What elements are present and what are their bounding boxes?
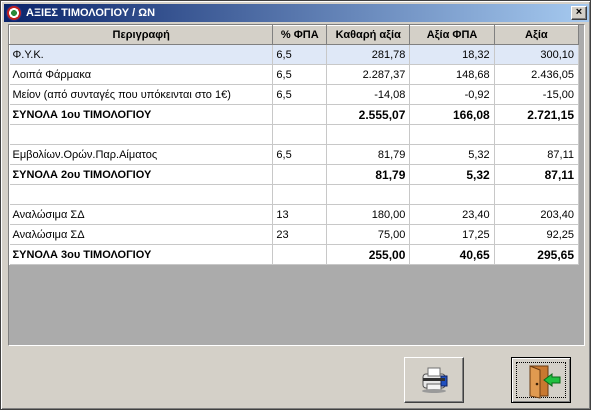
cell-vat-amount[interactable]: 23,40: [409, 204, 495, 225]
total-row[interactable]: ΣΥΝΟΛΑ 2ου ΤΙΜΟΛΟΓΙΟΥ 81,79 5,32 87,11: [9, 164, 580, 185]
cell-description[interactable]: ΣΥΝΟΛΑ 2ου ΤΙΜΟΛΟΓΙΟΥ: [9, 164, 274, 185]
cell-vat-percent[interactable]: 6,5: [272, 44, 328, 65]
cell-vat-amount[interactable]: 166,08: [409, 104, 495, 125]
cell-vat-amount[interactable]: 18,32: [409, 44, 495, 65]
table-row[interactable]: Φ.Υ.Κ. 6,5 281,78 18,32 300,10: [9, 44, 580, 65]
cell-net-value[interactable]: 180,00: [326, 204, 411, 225]
cell-vat-percent[interactable]: 13: [272, 204, 328, 225]
cell-vat-amount[interactable]: [409, 184, 495, 205]
table-row[interactable]: Λοιπά Φάρμακα 6,5 2.287,37 148,68 2.436,05: [9, 64, 580, 85]
cell-value[interactable]: 295,65: [494, 244, 580, 265]
cell-description[interactable]: Εμβολίων.Ορών.Παρ.Αίματος: [9, 144, 274, 165]
cell-vat-percent[interactable]: 6,5: [272, 144, 328, 165]
cell-net-value[interactable]: 255,00: [326, 244, 411, 265]
total-row[interactable]: ΣΥΝΟΛΑ 3ου ΤΙΜΟΛΟΓΙΟΥ 255,00 40,65 295,65: [9, 244, 580, 265]
cell-value[interactable]: [494, 124, 580, 145]
table-row[interactable]: [9, 184, 580, 205]
cell-description[interactable]: Φ.Υ.Κ.: [9, 44, 274, 65]
column-header-value[interactable]: Αξία: [493, 25, 580, 45]
cell-vat-amount[interactable]: 5,32: [409, 144, 495, 165]
cell-vat-percent[interactable]: [272, 164, 328, 185]
column-header-net-value[interactable]: Καθαρή αξία: [326, 25, 411, 45]
cell-description[interactable]: ΣΥΝΟΛΑ 3ου ΤΙΜΟΛΟΓΙΟΥ: [9, 244, 274, 265]
window-title: ΑΞΙΕΣ ΤΙΜΟΛΟΓΙΟΥ / ΩΝ: [26, 7, 156, 19]
cell-net-value[interactable]: 2.287,37: [326, 64, 411, 85]
cell-vat-percent[interactable]: [272, 104, 328, 125]
cell-vat-percent[interactable]: 23: [272, 224, 328, 245]
close-button[interactable]: ×: [571, 6, 587, 20]
cell-vat-amount[interactable]: -0,92: [409, 84, 495, 105]
cell-net-value[interactable]: [326, 124, 411, 145]
cell-vat-percent[interactable]: 6,5: [272, 64, 328, 85]
printer-icon: [422, 367, 448, 393]
app-logo-icon: [6, 5, 22, 21]
table-row[interactable]: Εμβολίων.Ορών.Παρ.Αίματος 6,5 81,79 5,32 87,…: [9, 144, 580, 165]
cell-value[interactable]: [494, 184, 580, 205]
cell-net-value[interactable]: 281,78: [326, 44, 411, 65]
cell-description[interactable]: Αναλώσιμα ΣΔ: [9, 204, 274, 225]
cell-value[interactable]: 87,11: [494, 144, 580, 165]
cell-description[interactable]: Λοιπά Φάρμακα: [9, 64, 274, 85]
cell-net-value[interactable]: 81,79: [326, 144, 411, 165]
column-header-vat-amount[interactable]: Αξία ΦΠΑ: [409, 25, 495, 45]
cell-net-value[interactable]: 2.555,07: [326, 104, 411, 125]
cell-value[interactable]: 2.721,15: [494, 104, 580, 125]
focus-rectangle: [516, 362, 566, 398]
cell-vat-percent[interactable]: [272, 124, 328, 145]
cell-vat-percent[interactable]: [272, 184, 328, 205]
exit-door-icon: [529, 365, 561, 399]
cell-net-value[interactable]: 81,79: [326, 164, 411, 185]
table-row[interactable]: Μείον (από συνταγές που υπόκεινται στο 1…: [9, 84, 580, 105]
title-bar[interactable]: ΑΞΙΕΣ ΤΙΜΟΛΟΓΙΟΥ / ΩΝ ×: [4, 4, 589, 22]
header-row: Περιγραφή % ΦΠΑ Καθαρή αξία Αξία ΦΠΑ Αξί…: [9, 25, 580, 45]
cell-vat-percent[interactable]: 6,5: [272, 84, 328, 105]
exit-button[interactable]: [511, 357, 571, 403]
cell-description[interactable]: Αναλώσιμα ΣΔ: [9, 224, 274, 245]
invoice-table: Περιγραφή % ΦΠΑ Καθαρή αξία Αξία ΦΠΑ Αξί…: [9, 25, 580, 265]
total-row[interactable]: ΣΥΝΟΛΑ 1ου ΤΙΜΟΛΟΓΙΟΥ 2.555,07 166,08 2.721…: [9, 104, 580, 125]
table-row[interactable]: Αναλώσιμα ΣΔ 13 180,00 23,40 203,40: [9, 204, 580, 225]
cell-value[interactable]: 87,11: [494, 164, 580, 185]
cell-vat-amount[interactable]: 40,65: [409, 244, 495, 265]
cell-vat-amount[interactable]: 148,68: [409, 64, 495, 85]
cell-value[interactable]: 2.436,05: [494, 64, 580, 85]
cell-vat-amount[interactable]: 17,25: [409, 224, 495, 245]
cell-value[interactable]: 300,10: [494, 44, 580, 65]
cell-description[interactable]: Μείον (από συνταγές που υπόκεινται στο 1…: [9, 84, 274, 105]
invoice-grid-panel: Περιγραφή % ΦΠΑ Καθαρή αξία Αξία ΦΠΑ Αξί…: [8, 24, 585, 346]
cell-description[interactable]: ΣΥΝΟΛΑ 1ου ΤΙΜΟΛΟΓΙΟΥ: [9, 104, 274, 125]
column-header-description[interactable]: Περιγραφή: [9, 25, 274, 45]
cell-description[interactable]: [9, 184, 274, 205]
cell-value[interactable]: -15,00: [494, 84, 580, 105]
print-button[interactable]: [404, 357, 464, 403]
cell-net-value[interactable]: 75,00: [326, 224, 411, 245]
cell-vat-amount[interactable]: 5,32: [409, 164, 495, 185]
cell-value[interactable]: 203,40: [494, 204, 580, 225]
cell-value[interactable]: 92,25: [494, 224, 580, 245]
cell-net-value[interactable]: [326, 184, 411, 205]
cell-net-value[interactable]: -14,08: [326, 84, 411, 105]
cell-description[interactable]: [9, 124, 274, 145]
cell-vat-amount[interactable]: [409, 124, 495, 145]
column-header-vat-percent[interactable]: % ΦΠΑ: [272, 25, 328, 45]
invoice-grid: Περιγραφή % ΦΠΑ Καθαρή αξία Αξία ΦΠΑ Αξί…: [9, 25, 580, 345]
table-row[interactable]: Αναλώσιμα ΣΔ 23 75,00 17,25 92,25: [9, 224, 580, 245]
table-row[interactable]: [9, 124, 580, 145]
cell-vat-percent[interactable]: [272, 244, 328, 265]
